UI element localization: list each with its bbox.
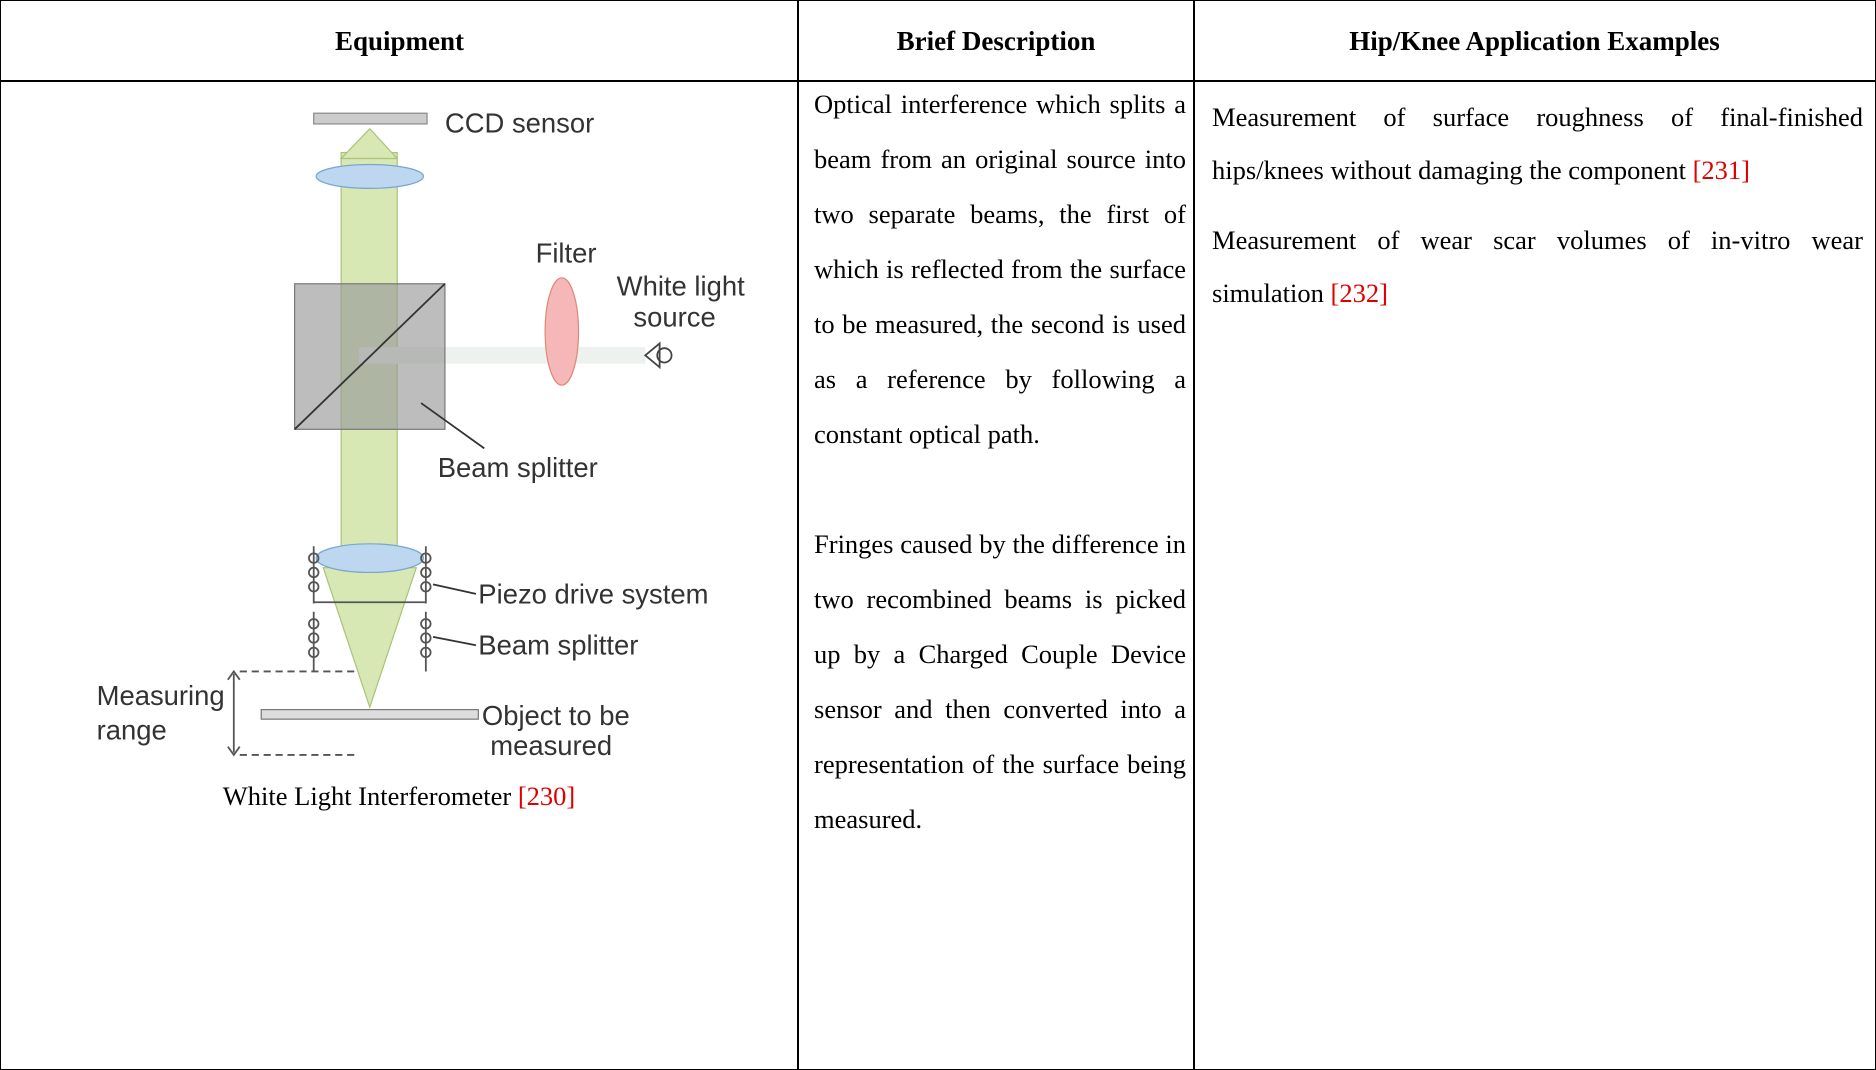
filter-lens xyxy=(544,277,580,386)
equipment-cell: CCD sensor Filter White light source Bea… xyxy=(0,80,799,1070)
figure-caption: White Light Interferometer [230] xyxy=(1,781,797,812)
lens xyxy=(315,163,425,189)
diagram-label: Measuring xyxy=(97,680,225,711)
diagram-label: Piezo drive system xyxy=(478,578,708,609)
header-text: Brief Description xyxy=(896,25,1096,56)
beam-tip xyxy=(339,127,399,160)
diagram-label: source xyxy=(633,302,715,333)
diagram-label: measured xyxy=(490,730,612,761)
pointer xyxy=(420,402,485,450)
lamp xyxy=(643,341,673,370)
header-cell: Hip/Knee Application Examples xyxy=(1193,0,1876,82)
light-cone xyxy=(322,567,418,710)
pointer xyxy=(432,583,477,595)
diagram-label: range xyxy=(97,714,167,745)
header-cell: Brief Description xyxy=(797,0,1195,82)
diagram-label: CCD sensor xyxy=(445,107,594,138)
pointer xyxy=(432,635,477,647)
description-paragraph: Fringes caused by the difference in two … xyxy=(814,529,1186,834)
diagram-label: Filter xyxy=(536,237,597,268)
example-item: Measurement of wear scar volumes of in-v… xyxy=(1212,214,1863,320)
diagram-label: Object to be xyxy=(482,700,630,731)
diagram-label: Beam splitter xyxy=(478,630,638,661)
description-paragraph: Optical interference which splits a beam… xyxy=(814,89,1186,449)
caption-text: White Light Interferometer xyxy=(222,781,512,811)
reference: [231] xyxy=(1692,155,1751,185)
diagram-label: White light xyxy=(617,271,745,302)
header-text: Equipment xyxy=(334,25,465,56)
example-text: Measurement of surface roughness of fina… xyxy=(1212,102,1863,185)
example-item: Measurement of surface roughness of fina… xyxy=(1212,91,1863,197)
interferometer-diagram: CCD sensor Filter White light source Bea… xyxy=(97,107,745,761)
example-text: Measurement of wear scar volumes of in-v… xyxy=(1212,225,1863,308)
lens xyxy=(315,543,425,574)
measuring-range-marks xyxy=(227,669,360,757)
header-text: Hip/Knee Application Examples xyxy=(1349,25,1720,56)
examples-cell: Measurement of surface roughness of fina… xyxy=(1193,80,1876,1070)
object-bar xyxy=(260,709,479,720)
diagram-label: Beam splitter xyxy=(438,452,598,483)
piezo-springs xyxy=(308,546,432,672)
description-cell: Optical interference which splits a beam… xyxy=(797,80,1195,1070)
splitter-diagonal xyxy=(294,283,446,430)
reference: [230] xyxy=(517,781,576,811)
reference: [232] xyxy=(1330,278,1388,308)
header-cell: Equipment xyxy=(0,0,799,82)
ccd-bar xyxy=(313,112,428,125)
